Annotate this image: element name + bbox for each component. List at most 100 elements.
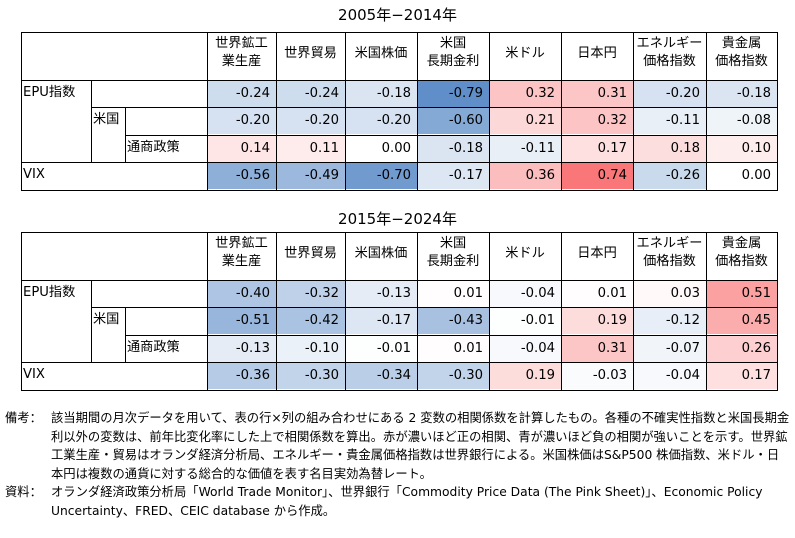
table-cell: -0.03 (561, 362, 633, 389)
grid-line (21, 32, 778, 33)
column-header-line: 米国 (439, 36, 467, 51)
grid-line (21, 162, 778, 163)
table-cell: 0.01 (417, 335, 489, 362)
row-label-0: EPU指数 (23, 85, 76, 100)
table-cell: 0.00 (706, 162, 777, 189)
table-cell: -0.12 (633, 307, 706, 334)
table-cell: -0.01 (345, 335, 417, 362)
table-cell: -0.18 (345, 80, 417, 107)
column-header-line: 価格指数 (715, 254, 768, 269)
table-cell: -0.11 (489, 135, 561, 162)
table-cell: 0.11 (276, 135, 345, 162)
column-header-米ドル: 米ドル (489, 245, 561, 289)
table-cell: -0.30 (276, 362, 345, 389)
table-cell: -0.13 (207, 335, 276, 362)
table-cell: 0.14 (207, 135, 276, 162)
table-cell: 0.19 (561, 307, 633, 334)
table-cell: 0.51 (706, 280, 777, 307)
table-cell: -0.30 (417, 362, 489, 389)
row-label-3: VIX (23, 167, 45, 182)
table-cell: 0.21 (489, 107, 561, 134)
grid-line (276, 32, 277, 191)
grid-line (125, 307, 126, 363)
row-label-2: 通商政策 (127, 340, 180, 355)
column-header-line: 米ドル (505, 46, 545, 61)
table-cell: -0.13 (345, 280, 417, 307)
table-cell: -0.26 (633, 162, 706, 189)
column-header-米国株価: 米国株価 (345, 45, 417, 89)
column-header-line: 業生産 (221, 54, 262, 69)
table-cell: -0.43 (417, 307, 489, 334)
table-cell: -0.70 (345, 162, 417, 189)
column-header-line: 米国株価 (354, 46, 408, 61)
table-cell: -0.79 (417, 80, 489, 107)
row-label-0: EPU指数 (23, 285, 76, 300)
table-cell: 0.01 (561, 280, 633, 307)
column-header-世界貿易: 世界貿易 (276, 245, 345, 289)
table-cell: -0.17 (417, 162, 489, 189)
column-header-日本円: 日本円 (561, 45, 633, 89)
column-header-世界貿易: 世界貿易 (276, 45, 345, 89)
grid-line (417, 232, 418, 391)
column-header-世界鉱工業生産: 世界鉱工 業生産 (207, 35, 276, 79)
column-header-米国長期金利: 米国 長期金利 (417, 235, 489, 279)
grid-line (561, 32, 562, 191)
table-title-2005-2014: 2005年−2014年 (338, 6, 457, 24)
grid-line (345, 232, 346, 391)
grid-line (777, 32, 778, 191)
table-cell: 0.26 (706, 335, 777, 362)
column-header-line: 価格指数 (643, 254, 696, 269)
column-header-日本円: 日本円 (561, 245, 633, 289)
grid-line (777, 232, 778, 391)
column-header-line: 業生産 (221, 254, 262, 269)
column-header-貴金属価格指数: 貴金属 価格指数 (706, 35, 777, 79)
table-cell: 0.31 (561, 335, 633, 362)
table-cell: 0.45 (706, 307, 777, 334)
grid-line (21, 280, 778, 281)
source-note: 資料： オランダ経済政策分析局「World Trade Monitor」、世界銀… (0, 483, 795, 520)
column-header-line: 世界貿易 (284, 46, 337, 61)
table-cell: 0.18 (633, 135, 706, 162)
column-header-line: 世界鉱工 (215, 236, 268, 251)
source-text: オランダ経済政策分析局「World Trade Monitor」、世界銀行「Co… (51, 485, 763, 518)
column-header-米国株価: 米国株価 (345, 245, 417, 289)
grid-line (276, 232, 277, 391)
column-header-line: 長期金利 (426, 54, 480, 69)
column-header-世界鉱工業生産: 世界鉱工 業生産 (207, 235, 276, 279)
table-cell: -0.20 (345, 107, 417, 134)
column-header-line: 世界鉱工 (215, 36, 268, 51)
table-cell: -0.04 (489, 335, 561, 362)
table-cell: -0.08 (706, 107, 777, 134)
table-cell: -0.18 (706, 80, 777, 107)
table-cell: -0.42 (276, 307, 345, 334)
column-header-米ドル: 米ドル (489, 45, 561, 89)
table-cell: 0.74 (561, 162, 633, 189)
table-cell: -0.60 (417, 107, 489, 134)
table-cell: -0.04 (489, 280, 561, 307)
table-cell: 0.00 (345, 135, 417, 162)
row-label-2: 通商政策 (127, 140, 180, 155)
column-header-line: 米ドル (505, 246, 545, 261)
grid-line (91, 307, 778, 308)
grid-line (21, 362, 778, 363)
table-cell: 0.03 (633, 280, 706, 307)
correlation-table-2015-2024: 世界鉱工 業生産 世界貿易 米国株価 米国 長期金利 米ドル 日本円 エネルギー 価格指数 貴金属価… (21, 232, 792, 404)
grid-line (207, 232, 208, 391)
remarks-note: 備考： 該当期間の月次データを用いて、表の行×列の組み合わせにある 2 変数の相… (0, 409, 795, 483)
column-header-エネルギー価格指数: エネルギー 価格指数 (633, 35, 706, 79)
table-cell: 0.32 (489, 80, 561, 107)
row-label-1: 米国 (93, 312, 120, 327)
table-cell: -0.20 (207, 107, 276, 134)
table-cell: -0.34 (345, 362, 417, 389)
table-cell: -0.32 (276, 280, 345, 307)
table-cell: -0.18 (417, 135, 489, 162)
row-label-1: 米国 (93, 112, 120, 127)
table-cell: -0.36 (207, 362, 276, 389)
table-cell: 0.17 (561, 135, 633, 162)
notes-section: 備考： 該当期間の月次データを用いて、表の行×列の組み合わせにある 2 変数の相… (0, 409, 795, 520)
table-cell: -0.20 (633, 80, 706, 107)
grid-line (125, 107, 126, 163)
source-label: 資料： (5, 485, 42, 499)
grid-line (561, 232, 562, 391)
table-cell: -0.40 (207, 280, 276, 307)
